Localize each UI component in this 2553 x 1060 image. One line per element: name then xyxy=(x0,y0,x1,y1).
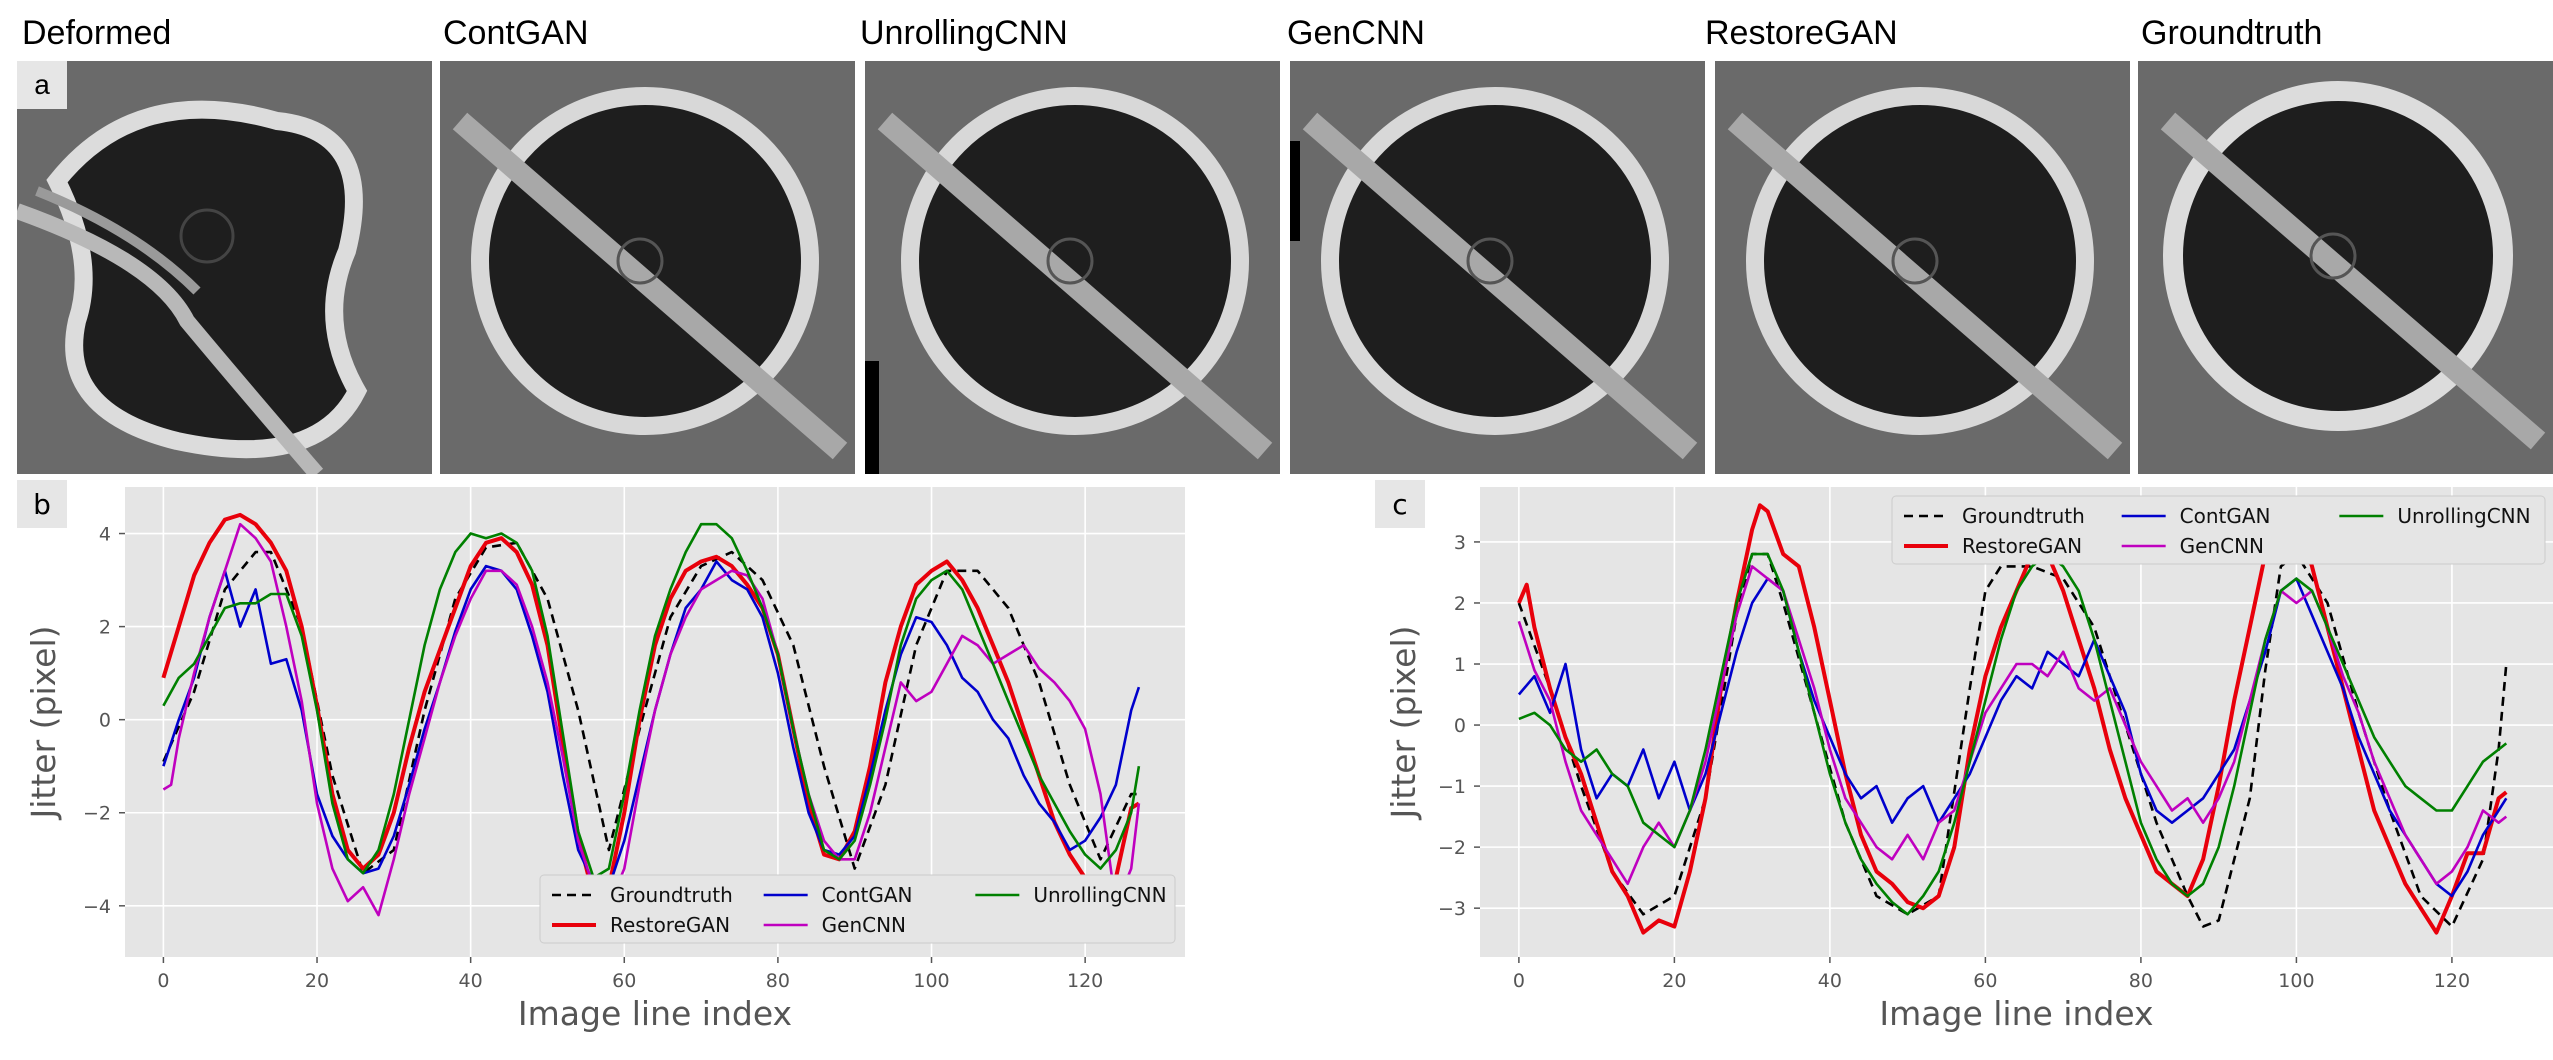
plot-area xyxy=(1480,487,2553,957)
legend-label: UnrollingCNN xyxy=(2397,504,2530,528)
legend-label: Groundtruth xyxy=(1962,504,2085,528)
x-tick-label: 60 xyxy=(1973,970,1997,992)
image-groundtruth xyxy=(2138,61,2553,474)
image-title-restoregan: RestoreGAN xyxy=(1705,14,1898,52)
y-tick-label: −3 xyxy=(1438,898,1466,920)
legend xyxy=(539,874,1176,944)
legend-label: ContGAN xyxy=(822,883,913,907)
panel-label-bg xyxy=(1375,480,1425,528)
image-deformed xyxy=(17,61,432,474)
x-tick-label: 120 xyxy=(1067,970,1103,992)
legend-label: RestoreGAN xyxy=(610,913,730,937)
y-tick-label: −4 xyxy=(83,896,111,918)
y-axis-label: Jitter (pixel) xyxy=(24,626,63,821)
x-tick-label: 60 xyxy=(612,970,636,992)
x-tick-label: 120 xyxy=(2434,970,2470,992)
y-tick-label: 0 xyxy=(99,710,111,732)
x-tick-label: 0 xyxy=(1513,970,1525,992)
image-restoregan xyxy=(1715,61,2130,474)
image-unrollingcnn xyxy=(865,61,1280,474)
legend-label: UnrollingCNN xyxy=(1033,883,1166,907)
image-gencnn xyxy=(1290,61,1705,474)
x-tick-label: 20 xyxy=(1662,970,1686,992)
legend-label: RestoreGAN xyxy=(1962,534,2082,558)
y-tick-label: 1 xyxy=(1454,654,1466,676)
image-title-deformed: Deformed xyxy=(22,14,172,52)
x-tick-label: 40 xyxy=(1818,970,1842,992)
panel-label-bg xyxy=(17,480,67,528)
image-title-unrollingcnn: UnrollingCNN xyxy=(860,14,1068,52)
chart-c-plot: 0 20 40 60 80 100 120 −3 −2 −1 0 1 2 3 Image line inde… xyxy=(1375,480,2553,1033)
y-tick-label: 2 xyxy=(1454,593,1466,615)
series-line-unrollingcnn xyxy=(162,522,1141,880)
chart-c: 0 20 40 60 80 100 120 −3 −2 −1 0 1 2 3 Image line inde… xyxy=(1360,480,2553,1060)
y-axis-label: Jitter (pixel) xyxy=(1384,626,1423,821)
y-tick-label: 4 xyxy=(99,524,111,546)
y-tick-label: 3 xyxy=(1454,532,1466,554)
y-tick-label: −2 xyxy=(1438,837,1466,859)
y-tick-label: −1 xyxy=(1438,776,1466,798)
x-tick-label: 100 xyxy=(2278,970,2314,992)
legend xyxy=(1891,495,2546,565)
legend-label: ContGAN xyxy=(2180,504,2271,528)
legend-label: GenCNN xyxy=(822,913,906,937)
x-tick-label: 40 xyxy=(459,970,483,992)
x-tick-label: 20 xyxy=(305,970,329,992)
series-line-gencnn xyxy=(162,522,1141,917)
x-axis-label: Image line index xyxy=(1879,994,2153,1033)
legend-label: GenCNN xyxy=(2180,534,2264,558)
image-title-groundtruth: Groundtruth xyxy=(2141,14,2323,52)
series-line-groundtruth xyxy=(162,541,1139,875)
panel-label-a: a xyxy=(17,61,67,109)
x-axis-label: Image line index xyxy=(518,994,792,1033)
chart-b: 0 20 40 60 80 100 120 −4 −2 0 2 4 Image line index Ji… xyxy=(0,480,1200,1060)
y-tick-label: −2 xyxy=(83,803,111,825)
x-tick-label: 0 xyxy=(157,970,169,992)
series-line-unrollingcnn xyxy=(1518,552,2508,916)
y-tick-label: 2 xyxy=(99,617,111,639)
series-line-contgan xyxy=(1517,577,2508,898)
x-tick-label: 80 xyxy=(766,970,790,992)
legend-label: Groundtruth xyxy=(610,883,733,907)
image-title-gencnn: GenCNN xyxy=(1287,14,1425,52)
x-tick-label: 80 xyxy=(2129,970,2153,992)
y-tick-label: 0 xyxy=(1454,715,1466,737)
chart-b-plot: 0 20 40 60 80 100 120 −4 −2 0 2 4 Image line index Ji… xyxy=(17,480,1185,1033)
image-contgan xyxy=(440,61,855,474)
panel-label-b: b xyxy=(33,488,51,521)
x-tick-label: 100 xyxy=(913,970,949,992)
image-title-contgan: ContGAN xyxy=(443,14,589,52)
panel-label-c: c xyxy=(1392,488,1407,521)
